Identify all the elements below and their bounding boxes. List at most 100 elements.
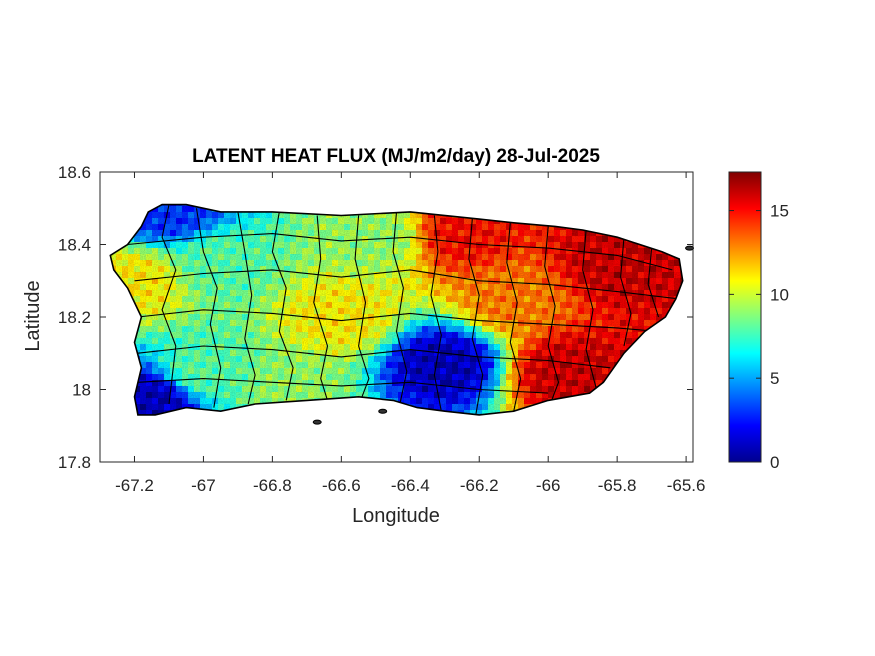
field-cell	[110, 308, 117, 315]
field-cell	[302, 204, 309, 207]
field-cell	[608, 218, 615, 225]
field-cell	[464, 434, 470, 440]
field-cell	[536, 416, 542, 422]
field-cell	[410, 416, 416, 422]
field-cell	[110, 290, 117, 297]
field-cell	[362, 410, 369, 415]
field-cell	[638, 368, 645, 375]
field-cell	[662, 434, 668, 440]
field-cell	[680, 308, 683, 315]
field-cell	[236, 410, 243, 415]
field-cell	[290, 422, 296, 428]
field-cell	[146, 434, 152, 440]
field-cell	[278, 206, 285, 213]
field-cell	[284, 422, 290, 428]
municipality-boundary	[392, 211, 408, 405]
field-cell	[626, 230, 633, 237]
field-cell	[566, 410, 573, 415]
field-cell	[110, 308, 111, 315]
field-cell	[194, 416, 200, 422]
field-cell	[656, 392, 663, 399]
field-cell	[680, 204, 683, 207]
field-cell	[146, 428, 152, 434]
field-cell	[158, 422, 164, 428]
field-cell	[674, 326, 681, 333]
field-cell	[434, 434, 440, 440]
field-cell	[290, 410, 297, 415]
field-cell	[572, 428, 578, 434]
field-cell	[128, 314, 135, 321]
field-cell	[410, 434, 416, 440]
field-cell	[122, 204, 129, 207]
field-cell	[524, 410, 531, 415]
field-cell	[650, 224, 657, 231]
field-cell	[464, 422, 470, 428]
field-cell	[110, 392, 117, 399]
field-cell	[650, 392, 657, 399]
field-cell	[674, 236, 681, 243]
field-cell	[620, 386, 627, 393]
field-cell	[464, 428, 470, 434]
field-cell	[122, 410, 129, 415]
field-cell	[158, 428, 164, 434]
field-cell	[608, 404, 615, 411]
field-cell	[542, 422, 548, 428]
field-cell	[110, 212, 111, 219]
field-cell	[548, 416, 554, 422]
field-cell	[668, 242, 675, 249]
field-cell	[200, 416, 206, 422]
field-cell	[632, 422, 638, 428]
field-cell	[200, 434, 206, 440]
field-cell	[470, 416, 476, 422]
field-cell	[668, 218, 675, 225]
field-cell	[608, 416, 614, 422]
field-cell	[686, 356, 692, 362]
field-cell	[296, 428, 302, 434]
field-cell	[536, 404, 543, 411]
field-cell	[650, 212, 657, 219]
field-cell	[338, 204, 345, 207]
field-cell	[572, 212, 579, 219]
field-cell	[554, 416, 560, 422]
field-cell	[314, 410, 321, 415]
field-cell	[368, 204, 375, 207]
field-cell	[638, 218, 645, 225]
field-cell	[356, 434, 362, 440]
field-cell	[686, 362, 692, 368]
field-cell	[644, 392, 651, 399]
field-cell	[464, 416, 470, 422]
y-tick-label: 18.4	[58, 236, 91, 255]
field-cell	[128, 392, 135, 399]
field-cell	[554, 212, 561, 219]
field-cell	[632, 410, 639, 415]
field-cell	[278, 428, 284, 434]
field-cell	[458, 434, 464, 440]
field-cell	[296, 404, 303, 411]
field-cell	[398, 416, 404, 422]
field-cell	[680, 350, 683, 357]
field-cell	[620, 380, 627, 387]
field-cell	[326, 434, 332, 440]
field-cell	[548, 212, 555, 219]
field-cell	[638, 386, 645, 393]
field-cell	[140, 422, 146, 428]
field-cell	[110, 302, 117, 309]
field-cell	[614, 230, 621, 237]
field-cell	[578, 422, 584, 428]
field-cell	[344, 204, 351, 207]
field-cell	[188, 422, 194, 428]
y-tick-label: 18.2	[58, 308, 91, 327]
field-cell	[110, 428, 116, 434]
field-cell	[110, 242, 117, 249]
field-cell	[368, 404, 375, 411]
field-cell	[122, 332, 129, 339]
field-cell	[560, 422, 566, 428]
field-cell	[632, 398, 639, 405]
field-cell	[140, 416, 146, 422]
field-cell	[146, 422, 152, 428]
field-cell	[116, 224, 123, 231]
field-cell	[656, 350, 663, 357]
field-cell	[254, 416, 260, 422]
field-cell	[632, 386, 639, 393]
field-cell	[110, 224, 111, 231]
